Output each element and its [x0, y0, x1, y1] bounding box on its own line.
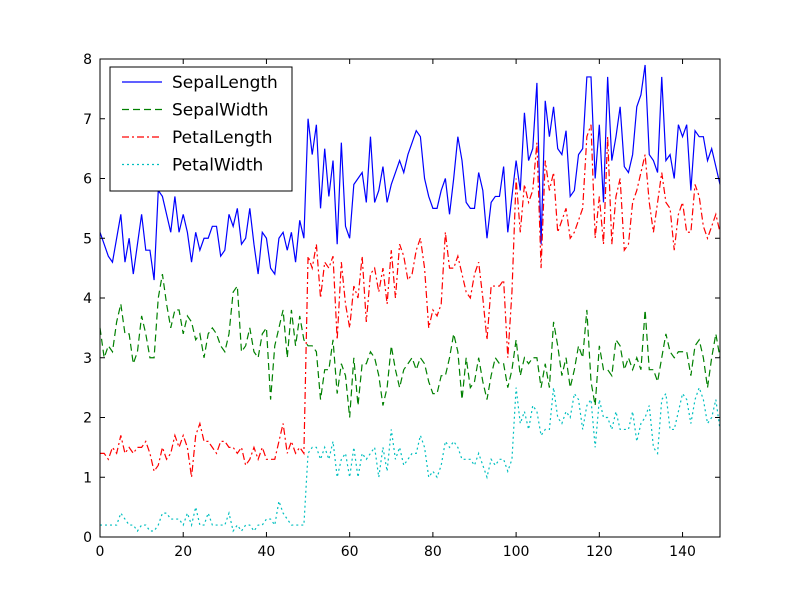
x-tick-label-0: 0: [96, 544, 105, 560]
y-tick-label-2: 2: [83, 411, 92, 427]
legend-label-0: SepalLength: [172, 73, 278, 93]
series-layer: [99, 64, 721, 533]
y-tick-label-1: 1: [83, 470, 92, 486]
y-tick-label-3: 3: [83, 351, 92, 367]
legend-label-2: PetalLength: [172, 128, 273, 148]
x-tick-label-5: 100: [503, 544, 530, 560]
x-tick-label-6: 120: [586, 544, 613, 560]
x-tick-label-7: 140: [669, 544, 696, 560]
legend: SepalLength SepalWidth PetalLength PetalWid…: [109, 66, 293, 192]
y-tick-label-5: 5: [83, 231, 92, 247]
y-tick-label-8: 8: [83, 52, 92, 68]
x-tick-label-4: 80: [424, 544, 442, 560]
legend-label-1: SepalWidth: [172, 101, 269, 121]
x-tick-label-1: 20: [174, 544, 192, 560]
series-line-1: [99, 273, 721, 418]
x-tick-label-3: 60: [341, 544, 359, 560]
legend-box: [109, 66, 293, 192]
x-tick-label-2: 40: [258, 544, 276, 560]
series-line-0: [99, 64, 721, 281]
y-tick-label-4: 4: [83, 291, 92, 307]
ticks-layer: 0 20 40 60 80 100 120 140 0 1 2 3 4 5 6 7 8: [83, 52, 720, 560]
y-tick-label-0: 0: [83, 530, 92, 546]
y-tick-label-7: 7: [83, 112, 92, 128]
legend-label-3: PetalWidth: [172, 156, 263, 176]
series-line-3: [100, 385, 721, 533]
series-line-2: [100, 124, 721, 478]
y-tick-label-6: 6: [83, 172, 92, 188]
